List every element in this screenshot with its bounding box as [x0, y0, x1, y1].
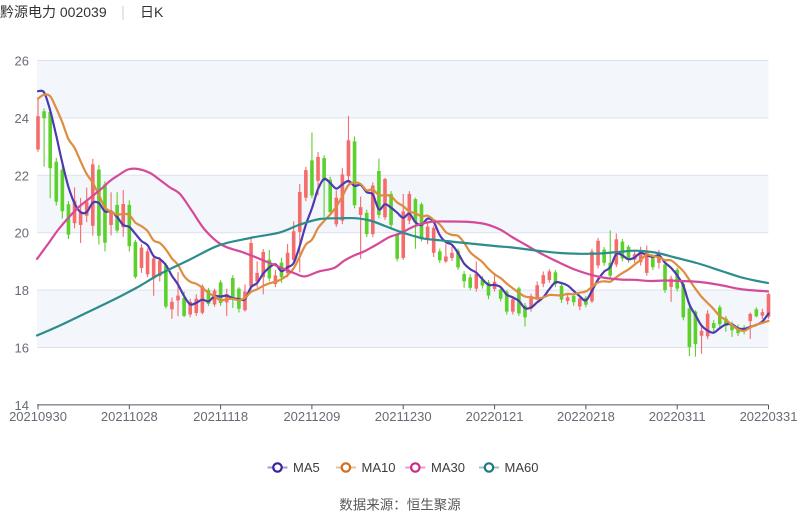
svg-text:20220218: 20220218 [557, 409, 615, 424]
svg-text:20211118: 20211118 [193, 409, 248, 424]
svg-text:MA60: MA60 [505, 460, 539, 475]
svg-text:20211230: 20211230 [375, 409, 432, 424]
svg-text:20211028: 20211028 [101, 409, 158, 424]
svg-text:MA10: MA10 [362, 460, 396, 475]
svg-text:日K: 日K [140, 4, 164, 20]
svg-text:20210930: 20210930 [9, 409, 67, 424]
svg-text:16: 16 [15, 341, 29, 356]
svg-text:黔源电力 002039: 黔源电力 002039 [0, 4, 107, 20]
svg-text:20220311: 20220311 [649, 409, 706, 424]
svg-text:22: 22 [15, 168, 29, 183]
svg-text:20211209: 20211209 [283, 409, 340, 424]
svg-text:26: 26 [15, 54, 29, 69]
svg-text:14: 14 [15, 398, 29, 413]
svg-text:20220331: 20220331 [740, 409, 798, 424]
svg-text:18: 18 [15, 283, 29, 298]
svg-text:数据来源：恒生聚源: 数据来源：恒生聚源 [339, 498, 461, 513]
svg-text:MA30: MA30 [431, 460, 465, 475]
svg-text:MA5: MA5 [293, 460, 320, 475]
svg-text:20: 20 [15, 226, 29, 241]
svg-text:20220121: 20220121 [466, 409, 524, 424]
svg-text:24: 24 [15, 111, 29, 126]
